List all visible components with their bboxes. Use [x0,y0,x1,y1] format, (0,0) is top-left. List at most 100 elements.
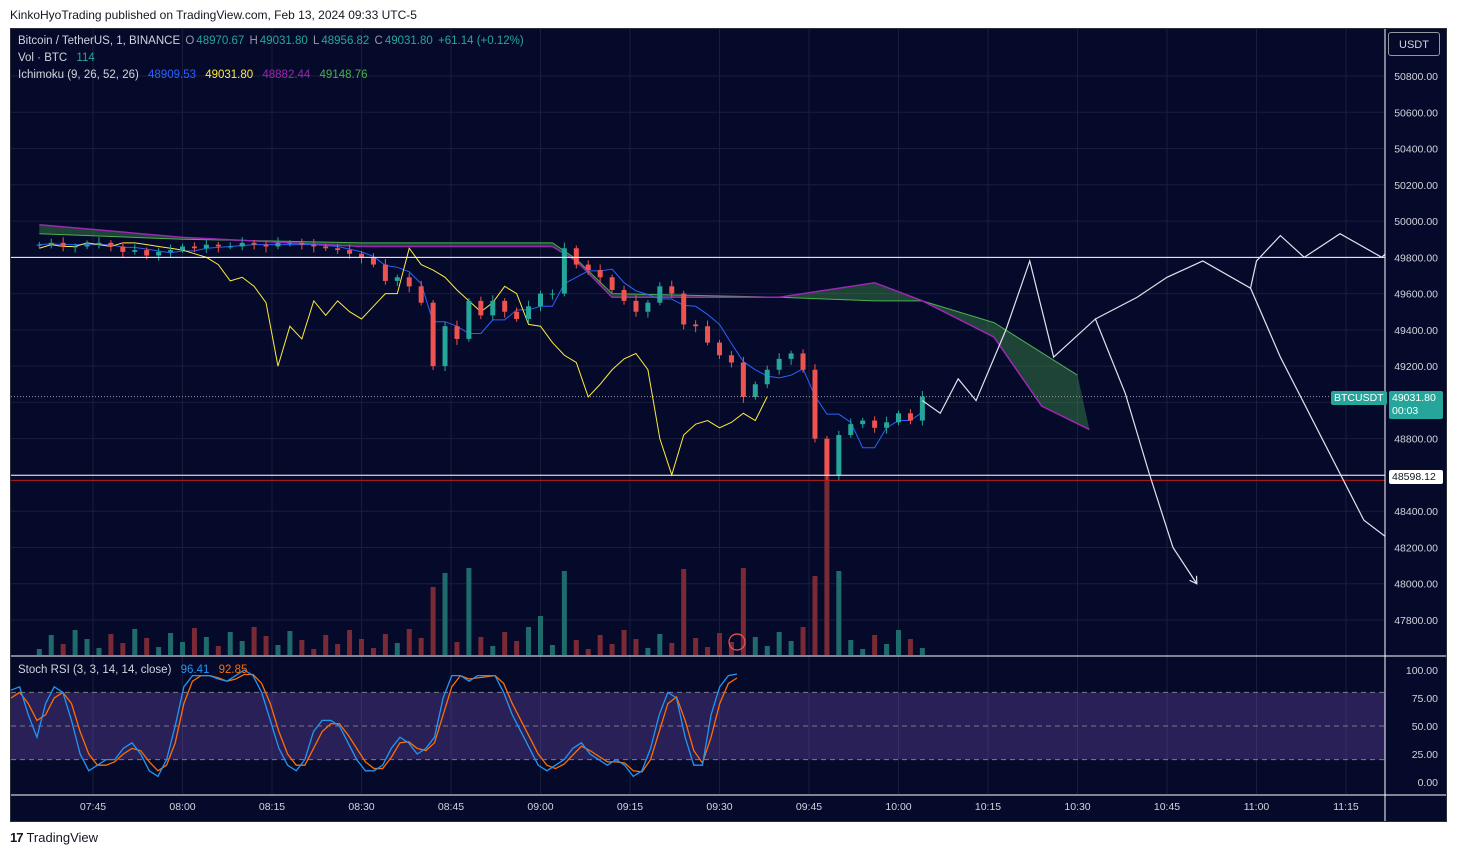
candle-body [693,324,699,327]
y-tick-label: 50400.00 [1394,144,1438,156]
tradingview-brand[interactable]: TradingView [26,830,99,845]
tenkan-line [39,243,923,449]
candle-body [180,246,185,251]
stoch-label[interactable]: Stoch RSI (3, 3, 14, 14, close) [18,664,172,676]
candle-body [776,358,782,370]
candle-body [299,242,305,245]
volume-bar [717,633,722,655]
volume-bar [430,587,436,655]
volume-bar [824,475,830,655]
y-tick-label: 48000.00 [1394,579,1438,591]
volume-bar [466,568,472,655]
volume-bar [538,616,543,655]
y-tick-label: 49800.00 [1394,252,1438,264]
candle-body [502,300,508,312]
volume-bar [514,641,520,655]
y-tick-label: 48200.00 [1394,542,1438,554]
horizontal-levels [11,256,1385,481]
stoch-rsi-pane [11,669,1385,778]
candle-body [144,250,150,256]
candle-body [812,369,818,439]
x-tick-label: 10:45 [1154,801,1180,813]
y-tick-label: 50600.00 [1394,107,1438,119]
stoch-k-value: 96.41 [180,664,210,676]
volume-bar [872,635,878,655]
projection-down-wave-2 [1249,287,1385,538]
candle-body [800,353,806,370]
candle-body [251,242,257,245]
candle-body [418,286,424,303]
tradingview-logo-icon[interactable]: 17 [10,830,24,845]
candle-body [323,246,329,249]
volume-bar [442,573,448,655]
candle-body [681,293,687,325]
candle-body [442,326,448,367]
volume-bar [418,638,424,655]
candle-body [549,293,555,295]
candle-body [227,246,233,248]
volume-bar [800,627,806,655]
volume-bar [239,641,245,655]
candle-body [156,251,162,256]
volume-bar [227,632,233,655]
volume-bar [299,640,305,655]
x-tick-label: 07:45 [80,801,106,813]
span-b-line [39,223,1090,431]
grid-lines [11,29,1385,794]
volume-label[interactable]: Vol · BTC [18,52,68,64]
volume-bar [896,630,901,655]
volume-bar [311,649,317,655]
volume-bar [120,643,126,655]
x-tick-label: 09:45 [796,801,822,813]
volume-bar [681,569,687,655]
chart-frame [10,28,1447,822]
volume-bar [275,645,281,655]
ichimoku-label[interactable]: Ichimoku (9, 26, 52, 26) [18,69,139,81]
x-tick-label: 10:15 [975,801,1001,813]
x-tick-label: 08:00 [169,801,195,813]
volume-bar [669,643,675,655]
volume-bar [561,571,567,655]
candle-body [597,270,603,278]
volume-bar [406,629,412,655]
candle-body [884,422,890,428]
symbol-legend: Bitcoin / TetherUS, 1, BINANCE O 48970.67… [18,35,526,47]
volume-bar [645,648,651,655]
candle-body [370,257,376,265]
candle-body [132,250,138,252]
volume-bar [812,576,818,655]
x-tick-label: 08:30 [348,801,374,813]
volume-bar [48,635,54,655]
candle-body [239,242,245,247]
low-value: 48956.82 [321,35,370,47]
x-tick-label: 11:00 [1244,801,1270,813]
high-value: 49031.80 [259,35,308,47]
arrow-head [1189,575,1198,585]
ichimoku-legend: Ichimoku (9, 26, 52, 26) 48909.53 49031.… [18,69,370,81]
currency-button[interactable]: USDT [1388,32,1440,56]
candle-body [406,277,412,287]
volume-bar [776,632,782,655]
candle-body [836,435,842,475]
volume-bar [740,568,746,655]
publish-header: KinkoHyoTrading published on TradingView… [10,8,417,22]
volume-bar [764,646,770,655]
volume-bar [919,648,925,655]
candle-body [872,420,878,428]
x-tick-label: 09:15 [617,801,643,813]
lightning-icon [728,633,746,651]
candle-body [108,242,114,247]
candle-body [84,244,90,247]
candle-body [191,246,197,249]
candle-body [263,244,269,247]
symbol-title[interactable]: Bitcoin / TetherUS, 1, BINANCE [18,35,181,47]
volume-bar [526,627,532,655]
volume-bar [454,642,460,655]
x-tick-label: 08:15 [259,801,285,813]
projection-up-wave [1095,233,1385,320]
span-a-line [39,233,1078,376]
open-label: O [185,35,195,47]
candle-body [585,264,591,271]
y-tick-label: 50000.00 [1394,216,1438,228]
candle-body [907,413,913,421]
